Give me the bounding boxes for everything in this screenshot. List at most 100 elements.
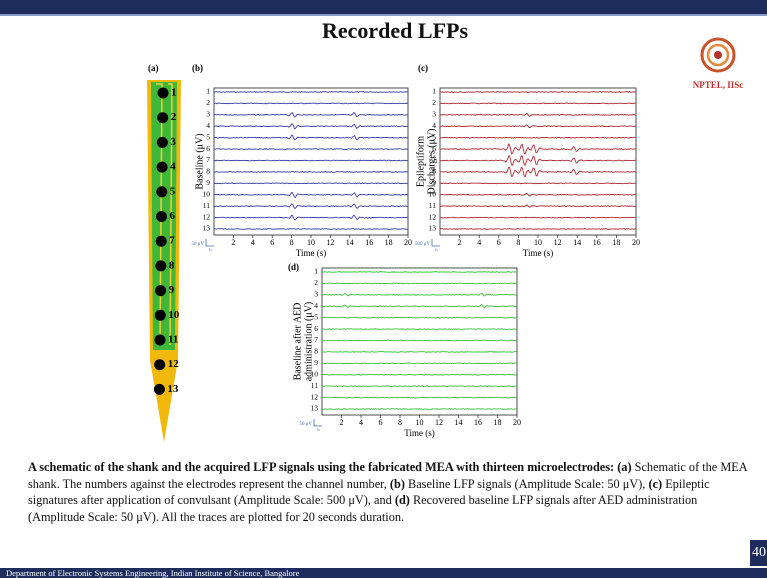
- x-tick-label: 8: [516, 238, 520, 247]
- plot-frame: [214, 88, 408, 235]
- x-tick-label: 2: [458, 238, 462, 247]
- footer: Department of Electronic Systems Enginee…: [6, 568, 300, 578]
- trace: [214, 229, 408, 230]
- electrode: [156, 211, 167, 222]
- logo: [702, 39, 734, 71]
- top-bar: [0, 0, 767, 14]
- x-tick-label: 2: [340, 418, 344, 427]
- trace: [440, 205, 636, 207]
- panel-label: (b): [192, 63, 203, 73]
- x-tick-label: 20: [404, 238, 412, 247]
- channel-label: 12: [429, 212, 437, 221]
- electrode-number: 6: [170, 210, 176, 222]
- scale-voltage: 500 μV: [415, 242, 430, 247]
- x-tick-label: 4: [477, 238, 481, 247]
- caption-segment: (d): [395, 493, 410, 507]
- trace: [440, 217, 636, 218]
- x-tick-label: 10: [307, 238, 315, 247]
- channel-label: 8: [314, 347, 318, 356]
- channel-label: 5: [206, 132, 210, 141]
- trace: [440, 229, 636, 230]
- channel-label: 1: [432, 87, 436, 96]
- x-tick-label: 2: [231, 238, 235, 247]
- trace: [322, 283, 517, 284]
- panel-label: (a): [148, 63, 159, 73]
- y-axis-label: Epileptiform: [415, 136, 426, 187]
- x-tick-label: 12: [326, 238, 334, 247]
- channel-label: 13: [203, 224, 211, 233]
- trace: [214, 92, 408, 93]
- electrode-number: 9: [169, 284, 175, 296]
- logo-text: NPTEL, IISc: [693, 80, 744, 90]
- caption-segment: A schematic of the shank and the acquire…: [28, 460, 632, 474]
- x-tick-label: 20: [513, 418, 521, 427]
- electrode: [156, 236, 167, 247]
- trace: [440, 137, 636, 138]
- x-axis-label: Time (s): [404, 428, 434, 438]
- electrode-number: 12: [168, 358, 180, 370]
- trace: [214, 160, 408, 161]
- trace: [214, 215, 408, 220]
- trace: [214, 204, 408, 209]
- scale-voltage: 50 μV: [191, 242, 204, 247]
- x-tick-label: 14: [346, 238, 354, 247]
- scale-voltage: 50 μV: [299, 422, 312, 427]
- panel-label: (d): [288, 262, 299, 272]
- caption-segment: (c): [648, 477, 662, 491]
- scale-time: 1s: [316, 427, 320, 432]
- channel-label: 3: [314, 290, 318, 299]
- x-tick-label: 18: [494, 418, 502, 427]
- channel-label: 12: [203, 212, 211, 221]
- channel-label: 2: [432, 98, 436, 107]
- channel-label: 7: [206, 155, 210, 164]
- electrode-number: 1: [171, 87, 177, 99]
- channel-label: 13: [311, 404, 319, 413]
- trace: [322, 305, 517, 308]
- x-tick-label: 4: [359, 418, 363, 427]
- x-tick-label: 14: [455, 418, 463, 427]
- electrode: [155, 285, 166, 296]
- x-tick-label: 16: [593, 238, 601, 247]
- trace: [322, 409, 517, 410]
- panel-label: (c): [418, 63, 428, 73]
- electrode: [154, 359, 165, 370]
- channel-label: 12: [311, 392, 319, 401]
- channel-label: 8: [206, 167, 210, 176]
- electrode: [156, 186, 167, 197]
- scale-bar: [314, 419, 322, 426]
- electrode: [155, 310, 166, 321]
- electrode: [157, 162, 168, 173]
- electrode: [157, 112, 168, 123]
- trace: [440, 183, 636, 184]
- page-number: 40: [752, 545, 766, 560]
- caption-segment: Baseline LFP signals (Amplitude Scale: 5…: [405, 477, 649, 491]
- scale-bar: [206, 239, 214, 246]
- x-tick-label: 12: [554, 238, 562, 247]
- x-tick-label: 18: [385, 238, 393, 247]
- trace: [214, 193, 408, 198]
- trace: [440, 103, 636, 104]
- electrode-number: 11: [168, 334, 178, 346]
- x-tick-label: 20: [632, 238, 640, 247]
- x-tick-label: 10: [416, 418, 424, 427]
- scale-time: 1s: [208, 247, 212, 252]
- electrode-number: 10: [168, 309, 180, 321]
- y-axis-label: Discharges (μV): [426, 129, 437, 195]
- trace: [214, 124, 408, 129]
- trace: [322, 386, 517, 387]
- trace: [440, 144, 636, 154]
- trace: [214, 149, 408, 150]
- electrode: [154, 384, 165, 395]
- title: Recorded LFPs: [322, 18, 468, 43]
- channel-label: 1: [314, 267, 318, 276]
- y-axis-label: Baseline (μV): [194, 133, 205, 189]
- trace: [214, 103, 408, 104]
- trace: [322, 340, 517, 341]
- electrode-number: 13: [167, 383, 179, 395]
- electrode-number: 2: [171, 111, 177, 123]
- channel-label: 5: [314, 312, 318, 321]
- trace: [440, 156, 636, 165]
- x-axis-label: Time (s): [523, 248, 553, 258]
- x-tick-label: 16: [474, 418, 482, 427]
- trace: [322, 363, 517, 364]
